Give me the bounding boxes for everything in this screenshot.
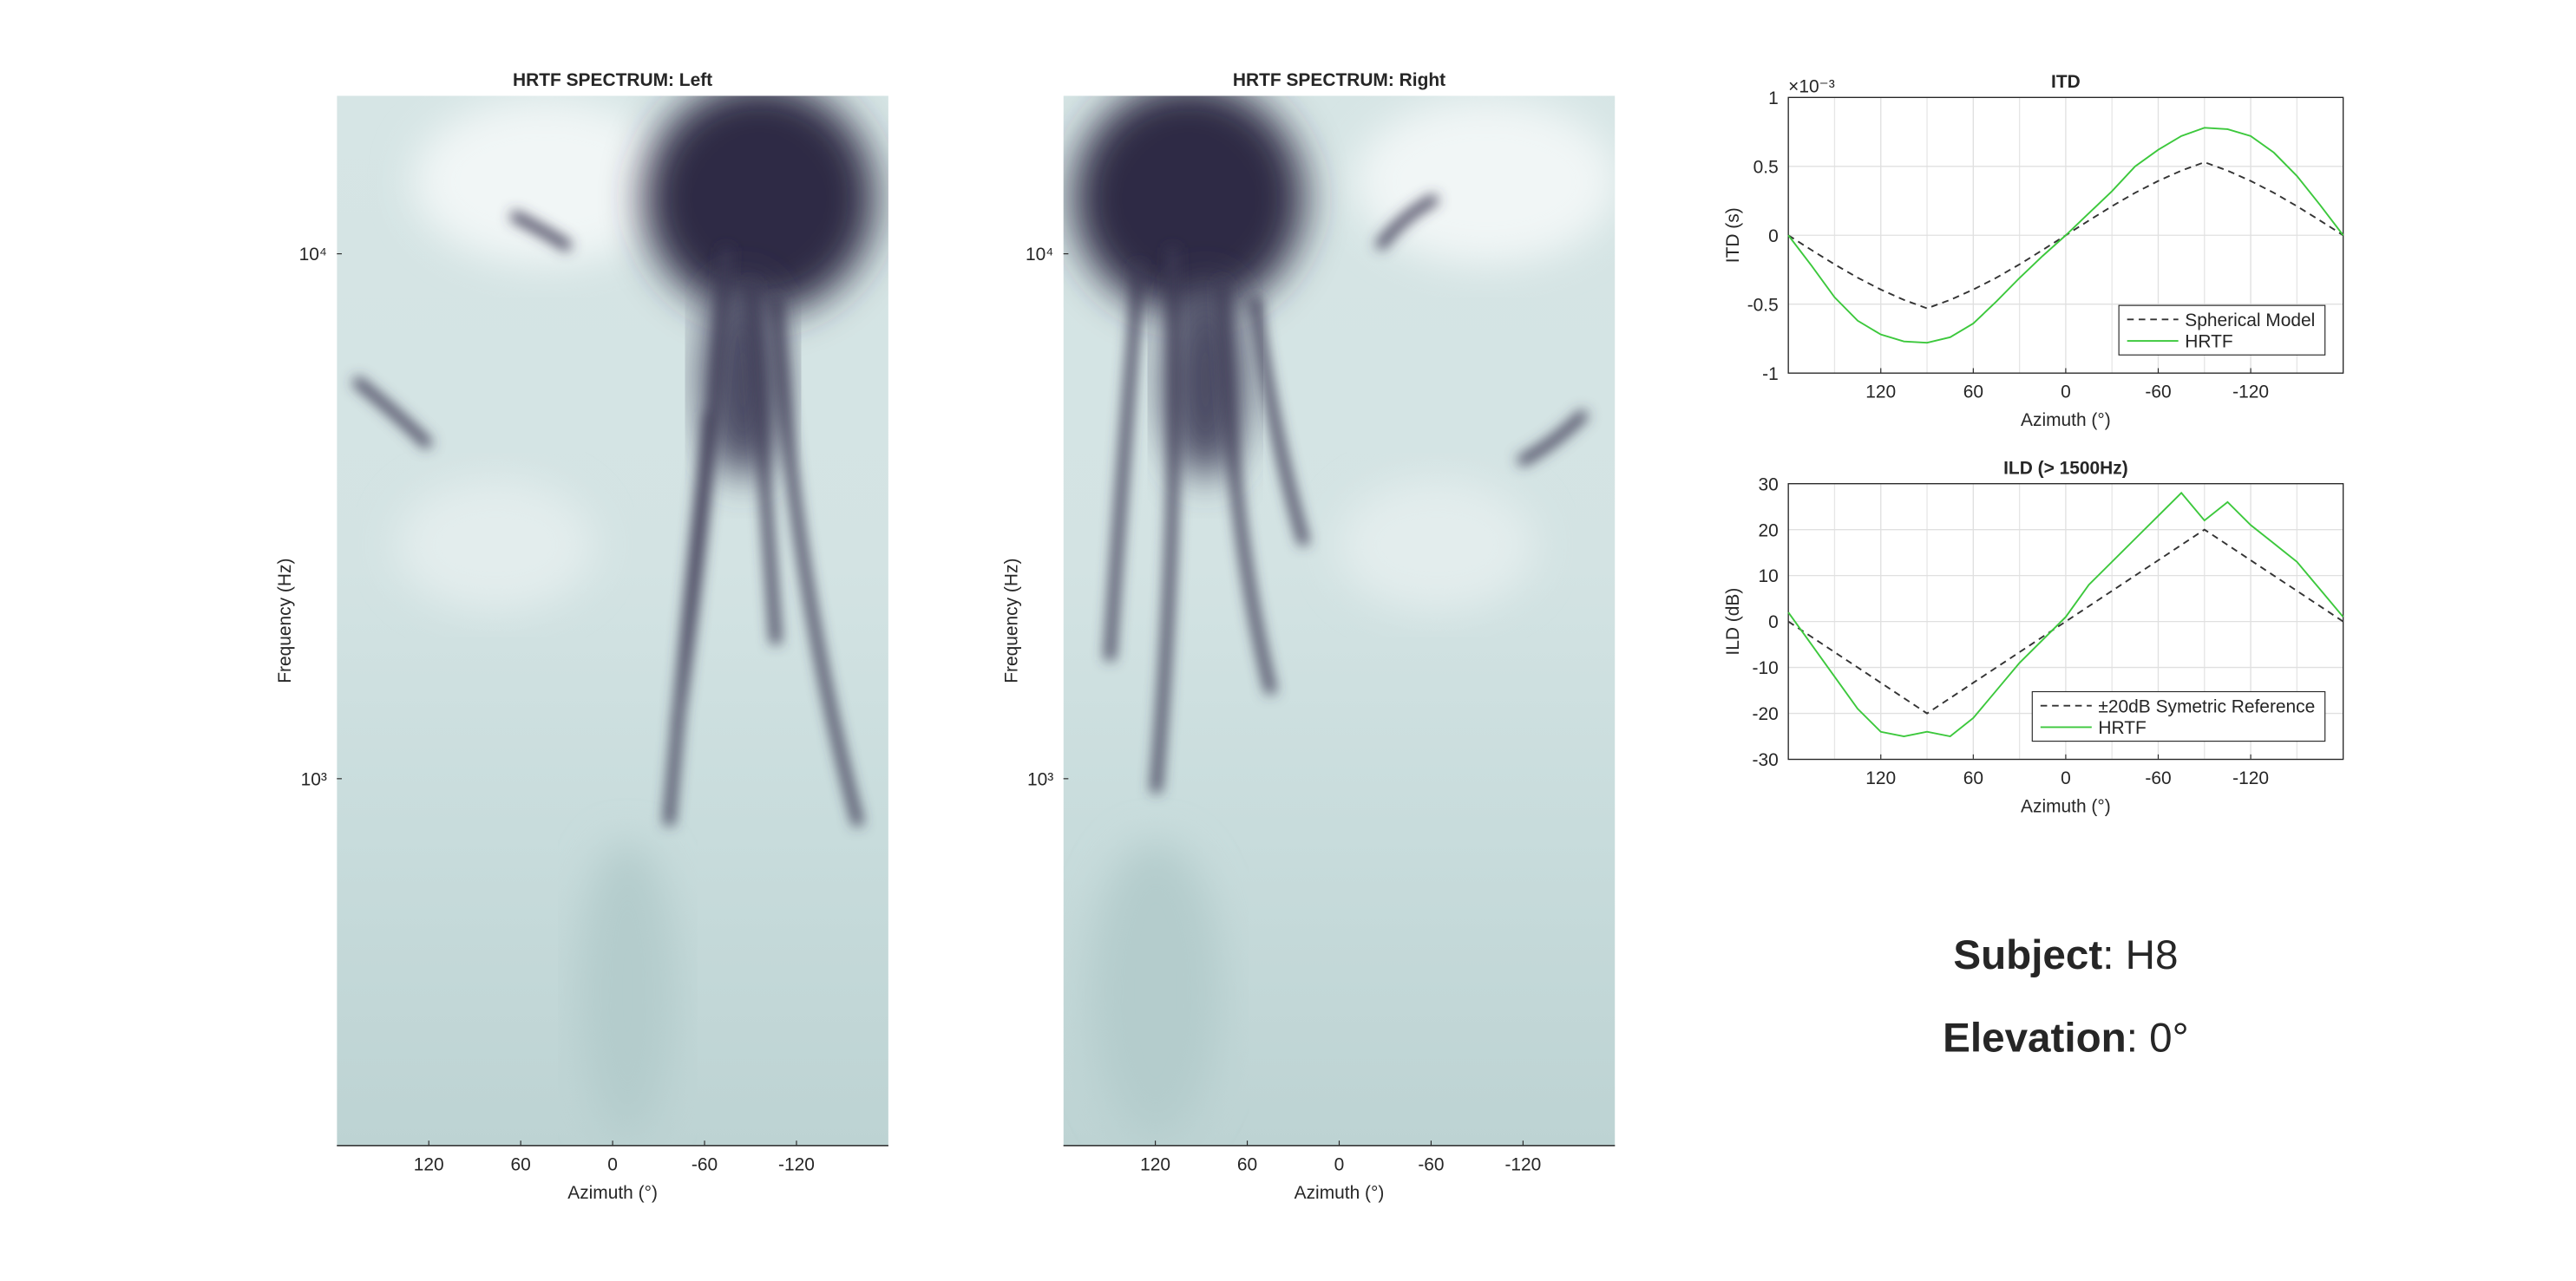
spectrum-image-right: [1063, 95, 1616, 1146]
x-tick-label: -120: [778, 1154, 815, 1174]
chart: ITD Azimuth (°) ITD (s) 120 60 0 -60 -120 -1 -0.5…: [1723, 72, 2344, 430]
y-tick-label: -0.5: [1747, 295, 1779, 315]
info-label: Subject: [1953, 932, 2102, 978]
y-tick-label: 0.5: [1753, 157, 1779, 177]
x-axis-label: Azimuth (°): [567, 1183, 658, 1203]
x-tick-label: 60: [1963, 382, 1983, 402]
x-tick-label: 60: [511, 1154, 531, 1174]
x-tick-label: 120: [1865, 768, 1896, 788]
info-value: : 0°: [2127, 1015, 2189, 1061]
x-tick-label: -60: [2145, 382, 2171, 402]
x-tick-label: 120: [414, 1154, 444, 1174]
x-tick-label: -120: [1504, 1154, 1541, 1174]
legend-box: [2118, 304, 2326, 356]
y-tick-label: 10³: [1027, 769, 1053, 789]
x-axis-label: Azimuth (°): [1295, 1183, 1385, 1203]
elevation-text: Elevation: 0°: [1943, 1015, 2188, 1061]
y-tick-label: 10⁴: [299, 245, 327, 265]
legend-label: ±20dB Symetric Reference: [2098, 696, 2315, 716]
info-label: Elevation: [1943, 1015, 2127, 1061]
x-axis-label: Azimuth (°): [2021, 410, 2111, 430]
legend-label: HRTF: [2098, 718, 2146, 738]
y-axis-label: Frequency (Hz): [1001, 559, 1021, 683]
chart-title: ILD (> 1500Hz): [2003, 458, 2128, 478]
x-tick-label: 0: [2061, 768, 2071, 788]
chart-title: ITD: [2051, 72, 2081, 92]
x-tick-label: 60: [1237, 1154, 1257, 1174]
y-tick-label: -10: [1753, 658, 1779, 678]
legend-label: Spherical Model: [2185, 310, 2315, 330]
x-tick-label: -120: [2232, 768, 2269, 788]
y-exponent: ×10⁻³: [1788, 77, 1835, 97]
y-tick-label: 10⁴: [1026, 245, 1053, 265]
x-tick-label: 120: [1865, 382, 1896, 402]
subject-text: Subject: H8: [1953, 932, 2178, 978]
y-axis-label: ITD (s): [1723, 207, 1743, 263]
x-tick-label: -60: [1418, 1154, 1444, 1174]
data-line: [1787, 491, 2344, 738]
chart: ILD (> 1500Hz) Azimuth (°) ILD (dB) 120 60 0 -…: [1723, 458, 2344, 816]
y-axis-label: Frequency (Hz): [275, 559, 295, 683]
x-tick-label: 60: [1963, 768, 1983, 788]
chart: HRTF SPECTRUM: Left Azimuth (°) Frequency …: [275, 70, 888, 1203]
y-tick-label: 1: [1768, 88, 1779, 108]
x-tick-label: 0: [607, 1154, 618, 1174]
y-tick-label: -1: [1762, 364, 1779, 384]
y-tick-label: 30: [1758, 474, 1778, 494]
y-tick-label: 0: [1768, 226, 1779, 246]
chart-title: HRTF SPECTRUM: Right: [1233, 70, 1445, 90]
spectrum-image-left: [337, 95, 888, 1146]
y-tick-label: 10³: [301, 769, 327, 789]
x-axis-label: Azimuth (°): [2021, 796, 2111, 816]
x-tick-label: 120: [1140, 1154, 1170, 1174]
x-tick-label: -60: [692, 1154, 718, 1174]
x-tick-label: 0: [2061, 382, 2071, 402]
data-line: [1787, 127, 2344, 344]
x-tick-label: -60: [2145, 768, 2171, 788]
chart-title: HRTF SPECTRUM: Left: [513, 70, 712, 90]
chart: HRTF SPECTRUM: Right Azimuth (°) Frequency…: [1001, 70, 1616, 1203]
legend-box: [2031, 690, 2326, 742]
y-tick-label: 10: [1758, 566, 1778, 586]
y-tick-label: -20: [1753, 704, 1779, 724]
legend-label: HRTF: [2185, 332, 2232, 352]
y-tick-label: -30: [1753, 750, 1779, 770]
y-tick-label: 20: [1758, 520, 1778, 540]
x-tick-label: 0: [1334, 1154, 1345, 1174]
y-tick-label: 0: [1768, 612, 1779, 632]
info-value: : H8: [2102, 932, 2178, 978]
y-axis-label: ILD (dB): [1723, 588, 1743, 656]
x-tick-label: -120: [2232, 382, 2269, 402]
